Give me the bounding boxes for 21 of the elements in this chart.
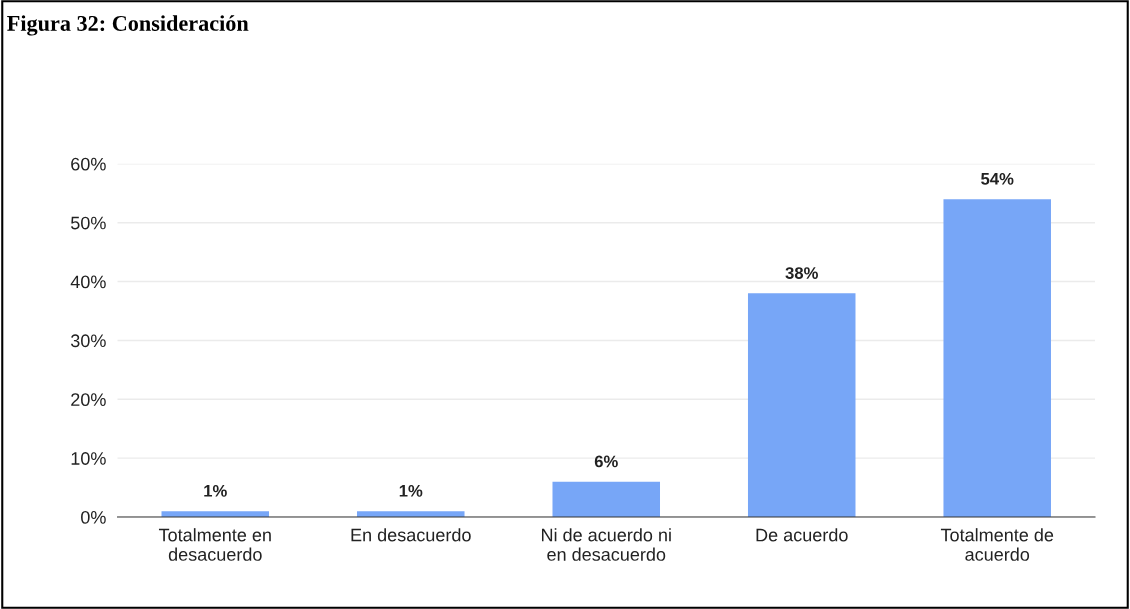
y-tick-label: 20% [71, 393, 106, 407]
x-tick-label: Totalmente en desacuerdo [158, 528, 271, 561]
data-label: 1% [204, 484, 227, 497]
chart-title: Figura 32: Consideración [7, 15, 249, 36]
x-tick-label: Ni de acuerdo ni en desacuerdo [541, 528, 671, 561]
x-tick-label: Totalmente de acuerdo [940, 528, 1054, 561]
y-tick-label: 50% [70, 216, 106, 230]
y-tick-label: 60% [71, 157, 106, 171]
data-label: 6% [594, 455, 618, 468]
bar [747, 293, 856, 518]
x-tick-label: En desacuerdo [351, 528, 471, 542]
data-label: 54% [981, 172, 1014, 185]
y-tick-label: 40% [70, 275, 106, 289]
x-tick-label: De acuerdo [756, 528, 848, 542]
data-label: 38% [785, 267, 818, 279]
y-tick-label: 10% [71, 452, 106, 465]
bar [943, 199, 1051, 518]
y-tick-label: 30% [70, 334, 106, 348]
bar [552, 481, 660, 518]
data-label: 1% [399, 484, 423, 497]
y-tick-label: 0% [81, 510, 106, 524]
